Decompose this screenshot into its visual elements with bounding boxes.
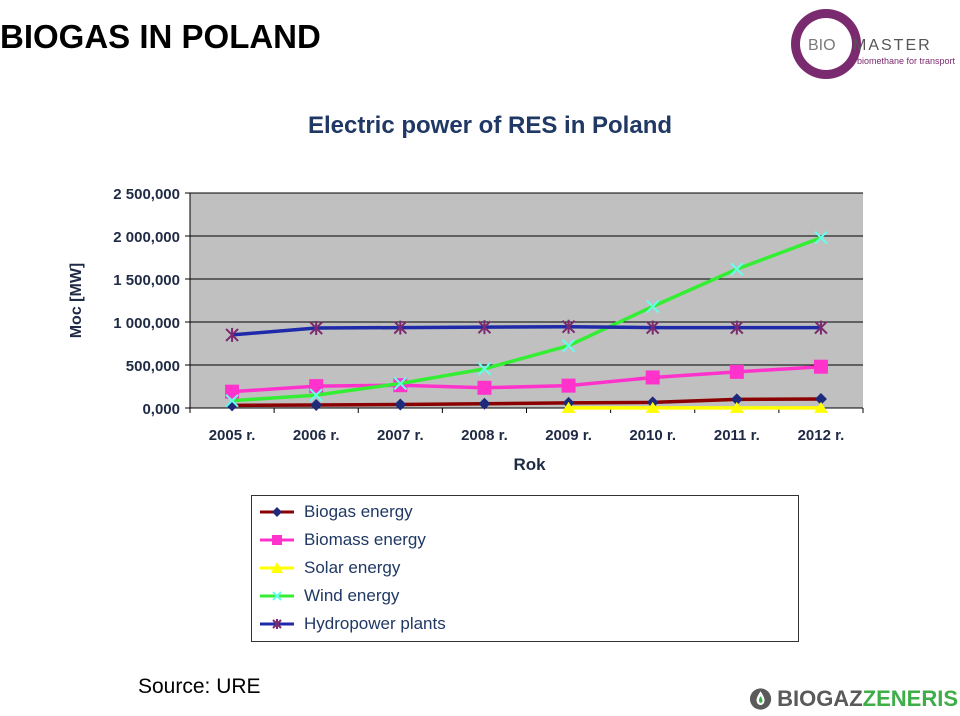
data-point [561, 401, 576, 413]
legend-item: Wind energy [258, 583, 778, 609]
series-line-wind-energy [231, 236, 822, 403]
chart-title: Electric power of RES in Poland [307, 112, 673, 139]
legend-label: Solar energy [304, 558, 401, 577]
data-point [813, 401, 828, 413]
legend-item: Biogas energy [258, 499, 778, 525]
biogaz-word: BIOGAZ [777, 686, 863, 711]
data-point [645, 401, 660, 413]
data-point [813, 359, 828, 374]
y-tick-label: 500,000 [126, 358, 180, 375]
legend-item: Solar energy [258, 555, 778, 581]
data-point [477, 362, 492, 376]
y-tick-label: 1 000,000 [113, 315, 180, 332]
biogaz-zeneris-logo: BIOGAZ ZENERIS [748, 684, 958, 714]
data-point [309, 388, 323, 402]
data-point [225, 393, 239, 408]
y-axis-title: Moc [MW] [68, 263, 85, 339]
series-line-biomass-energy [231, 364, 822, 394]
data-point [814, 231, 828, 245]
data-point [729, 364, 744, 379]
biomaster-logo-tagline: biomethane for transport [857, 56, 956, 66]
x-tick-label: 2009 r. [545, 427, 592, 444]
series-line-biogas-energy [232, 397, 821, 408]
x-tick-label: 2010 r. [629, 427, 676, 444]
data-point [477, 320, 492, 335]
biomaster-logo: BIO MASTER biomethane for transport [791, 9, 956, 79]
legend-swatch-hydro [260, 619, 294, 629]
data-point [561, 338, 576, 353]
legend-swatch-solar [260, 562, 294, 573]
legend-swatch-biogas [260, 507, 294, 517]
data-point [814, 392, 827, 405]
y-tick-label: 2 000,000 [113, 229, 180, 246]
series-line-hydropower-plants [231, 324, 821, 337]
y-tick-label: 1 500,000 [113, 272, 180, 289]
data-point [393, 376, 408, 391]
zeneris-word: ZENERIS [862, 686, 958, 711]
y-tick-label: 0,000 [142, 401, 180, 418]
legend-label: Hydropower plants [304, 614, 446, 633]
data-point [730, 262, 744, 276]
data-point [814, 320, 828, 335]
x-tick-label: 2011 r. [714, 427, 760, 444]
biogaz-drop-icon [749, 688, 772, 710]
data-point [478, 397, 491, 410]
x-axis-title: Rok [513, 455, 546, 474]
source-note: Source: URE [138, 675, 261, 698]
legend-label: Biomass energy [304, 530, 426, 549]
data-point [309, 321, 323, 336]
y-tick-label: 2 500,000 [113, 186, 180, 203]
data-point [730, 320, 744, 335]
data-point [393, 320, 408, 335]
x-tick-label: 2006 r. [293, 427, 340, 444]
legend-item: Biomass energy [258, 527, 778, 553]
data-point [309, 379, 324, 394]
data-point [225, 327, 239, 342]
data-point [561, 319, 576, 334]
legend-label: Wind energy [304, 586, 400, 605]
data-point [394, 398, 407, 411]
biomaster-logo-bio: BIO [808, 37, 836, 54]
data-point [310, 398, 323, 411]
x-tick-label: 2012 r. [798, 427, 845, 444]
x-tick-label: 2005 r. [209, 427, 256, 444]
chart-legend: Biogas energy Biomass energy Solar energ… [251, 495, 799, 642]
data-point [730, 393, 743, 406]
legend-swatch-biomass [260, 535, 294, 545]
legend-swatch-wind [260, 591, 294, 601]
chart: 0,000 500,000 1 000,000 1 500,000 2 000,000 2… [68, 186, 864, 474]
legend-label: Biogas energy [304, 502, 413, 521]
data-point [645, 370, 660, 385]
plot-area [190, 193, 863, 408]
slide-title: BIOGAS IN POLAND [0, 18, 321, 55]
data-point [561, 378, 576, 393]
data-point [225, 384, 240, 399]
biomaster-logo-master: MASTER [853, 37, 932, 54]
data-point [477, 380, 492, 395]
data-point [645, 320, 660, 335]
data-point [645, 299, 660, 314]
legend-item: Hydropower plants [258, 611, 778, 637]
data-point [729, 401, 744, 413]
x-tick-label: 2007 r. [377, 427, 424, 444]
x-tick-label: 2008 r. [461, 427, 508, 444]
